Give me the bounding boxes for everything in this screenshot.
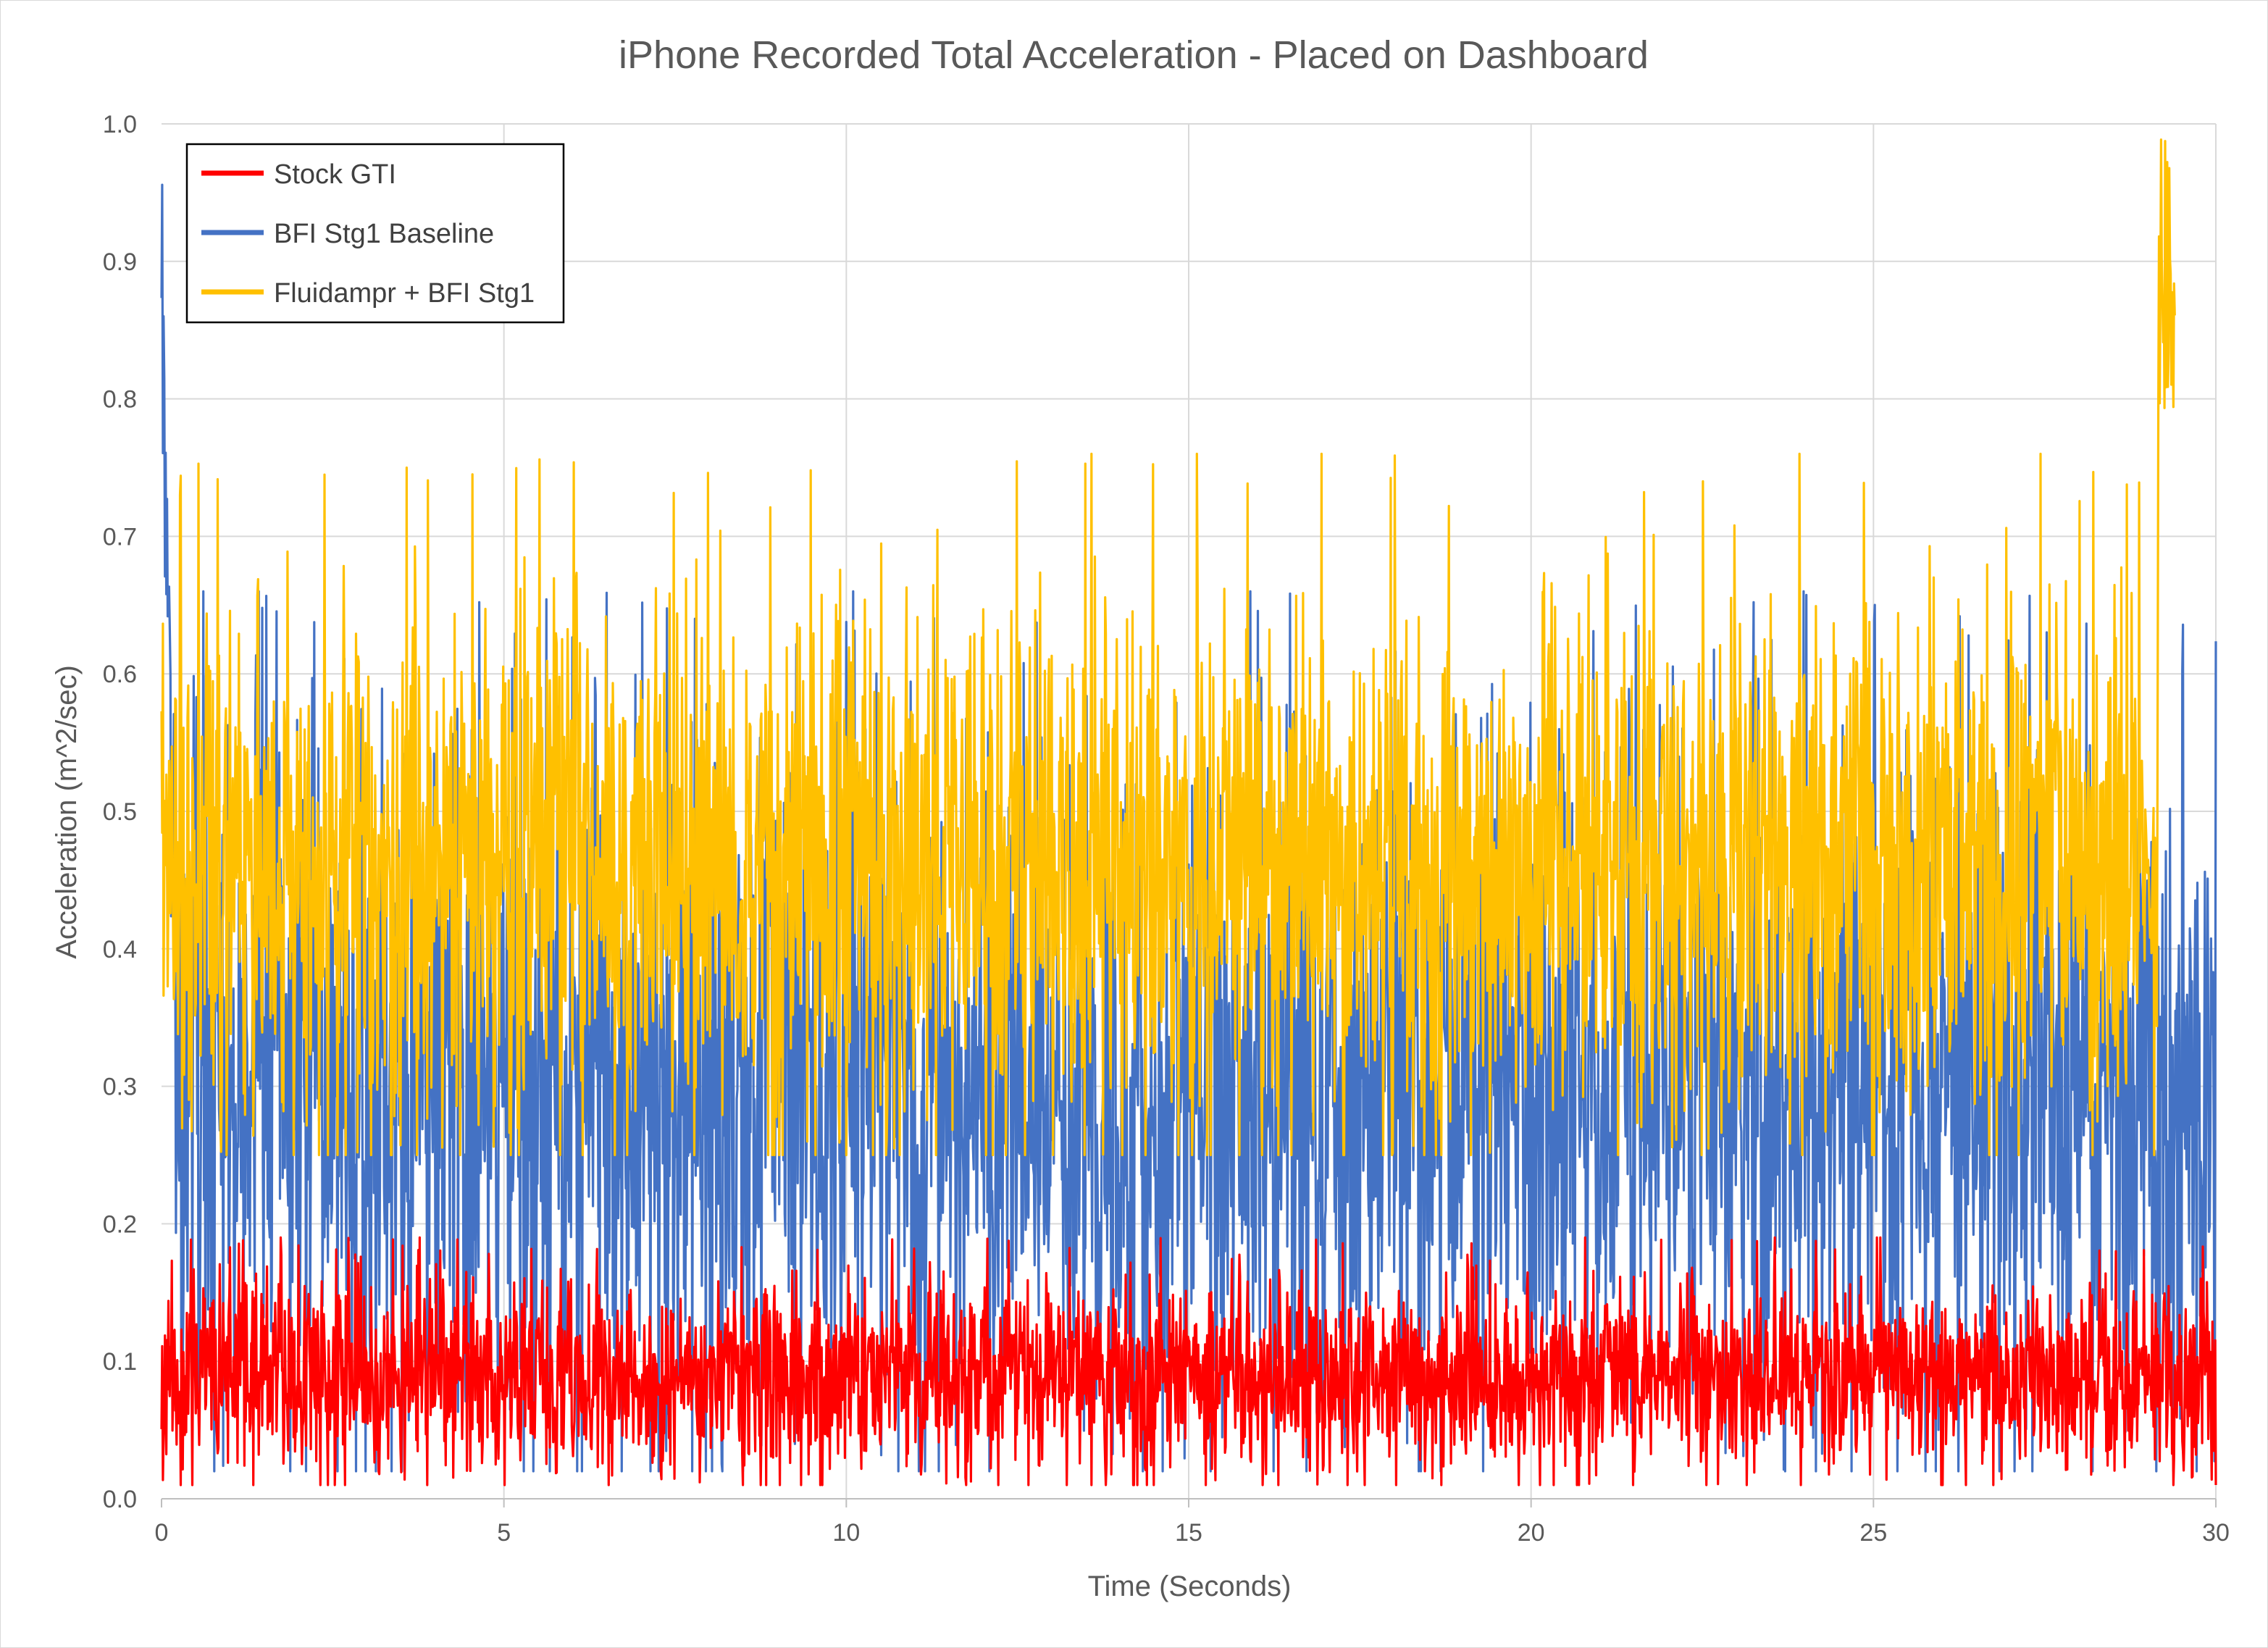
y-tick-label: 0.6 bbox=[103, 661, 137, 688]
y-tick-label: 0.4 bbox=[103, 936, 137, 963]
legend-label-fluidampr: Fluidampr + BFI Stg1 bbox=[274, 278, 535, 309]
x-tick-label: 15 bbox=[1175, 1519, 1202, 1547]
x-axis-label: Time (Seconds) bbox=[1088, 1570, 1292, 1602]
x-tick-label: 30 bbox=[2202, 1519, 2230, 1547]
y-tick-label: 0.7 bbox=[103, 523, 137, 551]
legend: Stock GTI BFI Stg1 Baseline Fluidampr + … bbox=[185, 143, 565, 324]
x-tick-label: 5 bbox=[497, 1519, 511, 1547]
y-tick-label: 0.2 bbox=[103, 1210, 137, 1238]
y-tick-label: 1.0 bbox=[103, 111, 137, 138]
x-tick-label: 0 bbox=[155, 1519, 169, 1547]
series-line-fluidampr bbox=[160, 138, 2176, 1157]
legend-label-bfi-baseline: BFI Stg1 Baseline bbox=[274, 219, 494, 249]
y-tick-label: 0.8 bbox=[103, 386, 137, 414]
y-axis-label: Acceleration (m^2/sec) bbox=[51, 665, 83, 959]
y-tick-label: 0.3 bbox=[103, 1074, 137, 1101]
y-tick-label: 0.1 bbox=[103, 1348, 137, 1376]
x-tick-label: 10 bbox=[832, 1519, 860, 1547]
chart-title: iPhone Recorded Total Acceleration - Pla… bbox=[619, 33, 1649, 77]
plot-area bbox=[160, 138, 2217, 1486]
legend-label-stock-gti: Stock GTI bbox=[274, 159, 396, 190]
series-line-stock-gti bbox=[160, 1236, 2217, 1486]
x-tick-label: 25 bbox=[1859, 1519, 1887, 1547]
y-tick-label: 0.0 bbox=[103, 1486, 137, 1513]
y-tick-label: 0.5 bbox=[103, 798, 137, 826]
y-tick-label: 0.9 bbox=[103, 248, 137, 276]
x-tick-label: 20 bbox=[1518, 1519, 1545, 1547]
tick-labels: 0.0 0.1 0.2 0.3 0.4 0.5 0.6 0.7 0.8 0.9 1.0 0 5 10 15 2… bbox=[103, 111, 2230, 1547]
axes bbox=[161, 1498, 2217, 1507]
